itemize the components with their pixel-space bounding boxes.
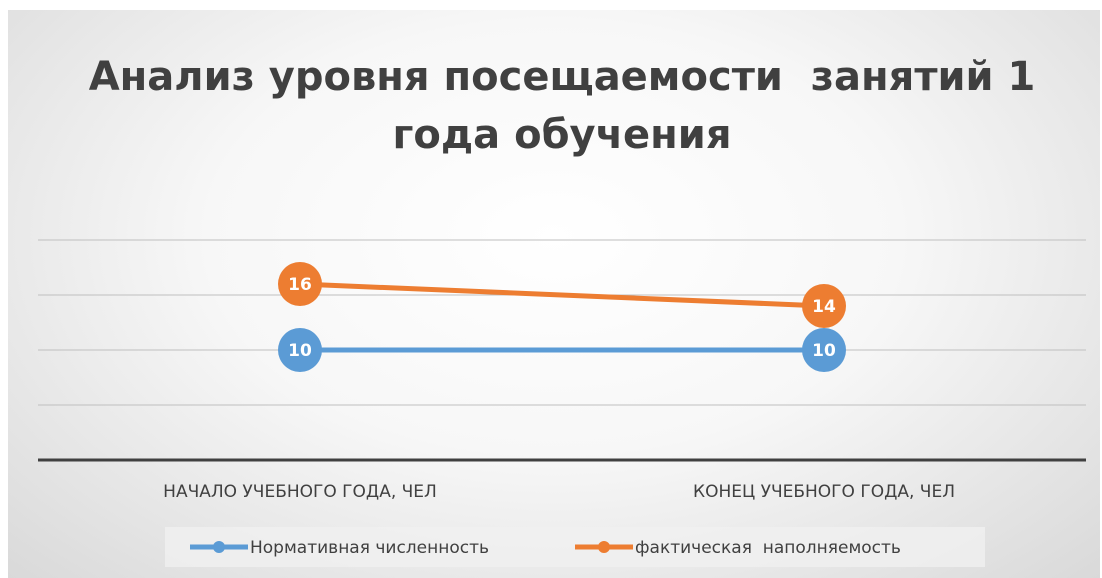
data-label: 10 bbox=[288, 341, 312, 361]
data-label: 16 bbox=[288, 275, 312, 295]
data-point bbox=[278, 328, 322, 372]
data-label: 10 bbox=[812, 341, 836, 361]
legend-marker bbox=[598, 541, 610, 553]
data-point bbox=[802, 328, 846, 372]
legend-label: фактическая наполняемость bbox=[635, 538, 901, 558]
x-tick-label: НАЧАЛО УЧЕБНОГО ГОДА, ЧЕЛ bbox=[163, 482, 437, 502]
x-tick-label: КОНЕЦ УЧЕБНОГО ГОДА, ЧЕЛ bbox=[693, 482, 955, 502]
data-point bbox=[802, 284, 846, 328]
series-line bbox=[299, 281, 825, 309]
legend-label: Нормативная численность bbox=[250, 538, 489, 558]
chart-title: Анализ уровня посещаемости занятий 1 год… bbox=[88, 54, 1050, 158]
data-label: 14 bbox=[812, 297, 836, 317]
data-point bbox=[278, 262, 322, 306]
legend-marker bbox=[213, 541, 225, 553]
